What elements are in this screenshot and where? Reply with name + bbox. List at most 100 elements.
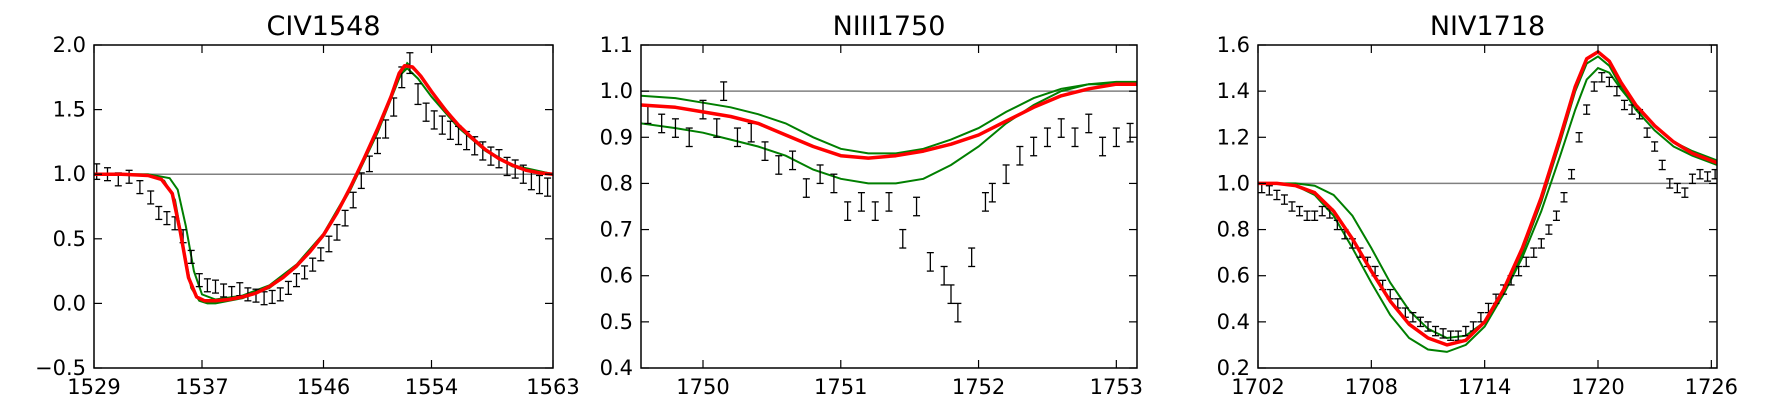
observed-point bbox=[276, 287, 284, 302]
observed-point bbox=[1704, 171, 1712, 182]
observed-point bbox=[136, 180, 144, 195]
axes-frame bbox=[93, 44, 554, 369]
observed-point bbox=[511, 159, 519, 179]
x-tick-label: 1546 bbox=[297, 375, 350, 399]
observed-point bbox=[406, 52, 414, 75]
plot-layer bbox=[94, 52, 553, 306]
observed-point bbox=[699, 99, 707, 120]
observed-point bbox=[349, 191, 357, 209]
observed-point bbox=[479, 141, 487, 161]
observed-point bbox=[1613, 85, 1621, 97]
observed-point bbox=[325, 235, 333, 253]
model-sample-line bbox=[641, 83, 1137, 155]
observed-point bbox=[644, 104, 652, 125]
observed-point bbox=[293, 273, 300, 288]
y-tick-label: 0.4 bbox=[1217, 310, 1250, 334]
ticks-layer: 1750 1751 1752 1753 0.4 0.5 0.6 0.7 0.8 0.9 1.0 1.1 bbox=[600, 33, 1143, 399]
observed-point bbox=[1280, 194, 1288, 205]
observed-point bbox=[1598, 72, 1606, 83]
observed-point bbox=[802, 178, 810, 198]
y-tick-label: 0.0 bbox=[53, 291, 86, 315]
observed-point bbox=[365, 155, 373, 173]
observed-point bbox=[430, 110, 438, 130]
observed-point bbox=[816, 164, 824, 185]
observed-point bbox=[1016, 145, 1024, 166]
observed-point bbox=[536, 174, 543, 195]
panel-civ1548: CIV1548 1529 1537 1546 1554 1563 −0.5 0.0 0.5 1.… bbox=[35, 11, 580, 399]
x-tick-label: 1702 bbox=[1231, 375, 1284, 399]
observed-point bbox=[125, 169, 133, 184]
observed-point bbox=[720, 81, 728, 102]
observed-point bbox=[1560, 192, 1568, 203]
observed-point bbox=[422, 102, 430, 122]
model-best-line bbox=[94, 63, 553, 303]
observed-point bbox=[1673, 182, 1681, 194]
observed-point bbox=[1666, 178, 1674, 189]
x-tick-label: 1554 bbox=[405, 375, 458, 399]
observed-point bbox=[1605, 76, 1613, 88]
observed-point bbox=[1432, 325, 1440, 337]
observed-point bbox=[1416, 316, 1424, 328]
observed-point bbox=[1424, 321, 1432, 332]
observed-point bbox=[830, 173, 838, 194]
x-tick-label: 1750 bbox=[676, 375, 729, 399]
panel-niii1750: NIII1750 1750 1751 1752 1753 0.4 0.5 0.6 0.7 0.8… bbox=[600, 11, 1143, 399]
observed-point bbox=[1265, 185, 1273, 196]
observed-point bbox=[503, 156, 511, 177]
observed-point bbox=[1651, 141, 1659, 152]
observed-point bbox=[1658, 159, 1666, 171]
observed-point bbox=[341, 209, 349, 227]
observed-point bbox=[1273, 189, 1281, 201]
observed-point bbox=[1447, 330, 1455, 341]
y-tick-label: 1.6 bbox=[1217, 33, 1250, 57]
observed-point bbox=[301, 265, 309, 280]
observed-point bbox=[236, 282, 244, 297]
observed-point bbox=[438, 115, 446, 135]
observed-point bbox=[926, 251, 934, 272]
model-best-line bbox=[641, 82, 1137, 160]
panel-title: CIV1548 bbox=[267, 11, 381, 42]
y-tick-label: 0.6 bbox=[600, 264, 633, 288]
observed-point bbox=[1620, 99, 1628, 111]
panel-niv1718: NIV1718 1702 1708 1714 1720 1726 0.2 0.4 0.6 0.8… bbox=[1217, 11, 1738, 399]
observed-point bbox=[220, 283, 228, 298]
x-tick-label: 1529 bbox=[67, 375, 120, 399]
observed-point bbox=[317, 247, 325, 262]
observed-point bbox=[1590, 81, 1598, 92]
x-tick-label: 1563 bbox=[526, 375, 579, 399]
observed-point bbox=[1071, 127, 1079, 148]
observed-point bbox=[761, 141, 769, 162]
observed-point bbox=[871, 201, 879, 221]
observed-point bbox=[1643, 127, 1651, 138]
x-tick-label: 1726 bbox=[1685, 375, 1738, 399]
y-tick-label: 0.6 bbox=[1217, 264, 1250, 288]
observed-point bbox=[899, 228, 907, 249]
observed-point bbox=[1296, 205, 1304, 217]
y-tick-label: 0.9 bbox=[600, 125, 633, 149]
observed-point bbox=[1515, 265, 1523, 277]
ticks-layer: 1702 1708 1714 1720 1726 0.2 0.4 0.6 0.8 1.0 1.2 1.… bbox=[1217, 33, 1738, 399]
x-tick-label: 1537 bbox=[175, 375, 228, 399]
observed-point bbox=[1085, 113, 1093, 134]
observed-point bbox=[195, 273, 203, 288]
observed-point bbox=[382, 119, 390, 139]
observed-point bbox=[885, 192, 893, 212]
y-tick-label: 0.5 bbox=[53, 227, 86, 251]
y-tick-label: 0.8 bbox=[1217, 218, 1250, 242]
y-tick-label: 1.5 bbox=[53, 98, 86, 122]
observed-point bbox=[1057, 118, 1065, 138]
observed-point bbox=[988, 182, 996, 203]
observed-point bbox=[284, 280, 292, 296]
observed-point bbox=[1696, 168, 1704, 180]
observed-point bbox=[309, 257, 317, 272]
x-tick-label: 1753 bbox=[1090, 375, 1143, 399]
observed-point bbox=[1583, 104, 1591, 115]
observed-point bbox=[1318, 205, 1326, 217]
observed-point bbox=[1288, 201, 1296, 212]
observed-point bbox=[1530, 247, 1538, 258]
observed-point bbox=[685, 127, 693, 148]
observed-point bbox=[747, 122, 755, 143]
y-tick-label: 1.1 bbox=[600, 33, 633, 57]
observed-point bbox=[1439, 328, 1447, 339]
observed-point bbox=[544, 177, 552, 197]
